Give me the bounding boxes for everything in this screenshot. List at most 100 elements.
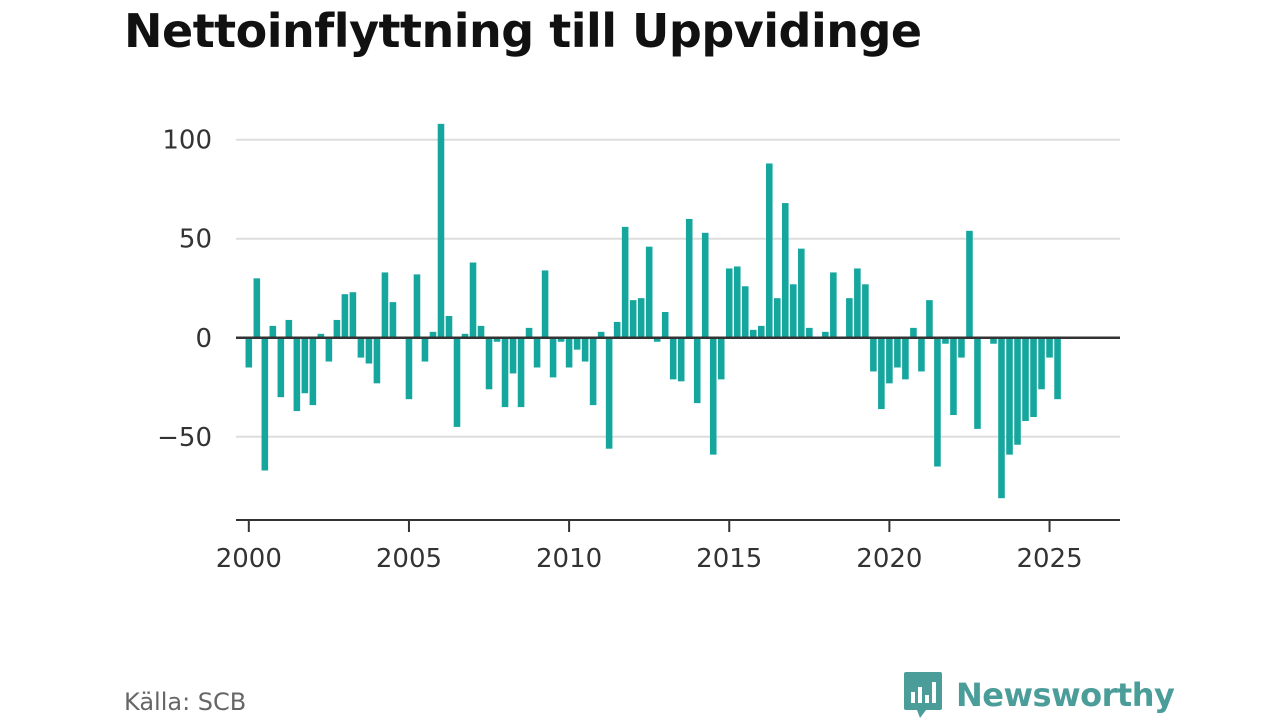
bar (1054, 337, 1061, 400)
bar (437, 123, 445, 338)
bar (549, 337, 557, 378)
bar (245, 337, 253, 368)
bar (373, 337, 381, 384)
bar (1022, 337, 1029, 421)
bar (1038, 337, 1045, 390)
bar (637, 298, 645, 338)
bar (661, 312, 669, 338)
bar (757, 325, 765, 338)
bar (581, 337, 589, 362)
bar (461, 333, 469, 338)
bar (725, 268, 733, 338)
bar (309, 337, 317, 406)
bar (589, 337, 597, 406)
bar (798, 248, 805, 338)
bar (517, 337, 525, 408)
bar (269, 325, 277, 338)
bar (878, 337, 885, 410)
bar (966, 230, 973, 338)
brand-name: Newsworthy (956, 676, 1175, 714)
bar (822, 331, 829, 338)
bar (293, 337, 301, 412)
bar (926, 300, 933, 338)
bar (870, 337, 877, 372)
bar (733, 266, 741, 338)
bar (902, 337, 909, 380)
y-tick-label: 0 (195, 324, 212, 354)
bar (950, 337, 957, 416)
bar (565, 337, 573, 368)
brand-logo[interactable]: Newsworthy (902, 670, 1175, 720)
bars (245, 123, 1061, 499)
newsworthy-logo-icon (904, 672, 942, 718)
source-label: Källa: SCB (124, 688, 247, 716)
bar (333, 319, 341, 338)
bar (573, 337, 581, 350)
bar (317, 333, 325, 338)
bar (413, 274, 421, 338)
bar (301, 337, 309, 394)
bar (533, 337, 541, 368)
bar (830, 272, 837, 338)
bar (709, 337, 717, 455)
bar (645, 246, 653, 338)
bar (285, 319, 293, 338)
bar (766, 163, 773, 338)
bar (429, 331, 437, 338)
bar (605, 337, 613, 449)
bar (325, 337, 333, 362)
bar (477, 325, 485, 338)
bar (854, 268, 861, 338)
bar (790, 284, 797, 338)
bar (597, 331, 605, 338)
bar (557, 337, 565, 342)
bar (349, 292, 357, 338)
bar (1046, 337, 1053, 358)
bar (405, 337, 413, 400)
bar (341, 294, 349, 338)
bar (365, 337, 373, 364)
bar (621, 226, 629, 338)
bar (974, 337, 981, 429)
bar (613, 321, 621, 338)
bar (253, 278, 261, 338)
bar (389, 302, 397, 338)
y-tick-label: 100 (162, 126, 212, 156)
bar (1006, 337, 1013, 455)
y-tick-label: 50 (179, 225, 212, 255)
bar (846, 298, 853, 338)
bar (701, 232, 709, 338)
bar (445, 315, 453, 338)
bar (910, 327, 917, 338)
bar (277, 337, 285, 398)
bar (501, 337, 509, 408)
bar (741, 286, 749, 338)
x-tick-label: 2000 (216, 544, 282, 574)
bar (998, 337, 1005, 499)
bar (509, 337, 517, 374)
bar (629, 300, 637, 338)
bar (774, 298, 781, 338)
bar (934, 337, 941, 467)
bar (357, 337, 365, 358)
bar (485, 337, 493, 390)
chart-title: Nettoinflyttning till Uppvidinge (124, 4, 922, 58)
bar (749, 329, 757, 338)
bar (806, 327, 813, 338)
x-tick-labels: 2000 2005 2010 2015 2020 2025 (216, 544, 1083, 574)
bar (886, 337, 893, 384)
bar (1030, 337, 1037, 418)
y-tick-label: −50 (157, 423, 212, 453)
x-tick-label: 2005 (376, 544, 442, 574)
bar (918, 337, 925, 372)
bar (942, 337, 949, 344)
bar (469, 262, 477, 338)
bar (421, 337, 429, 362)
bar (493, 337, 501, 342)
bar (653, 337, 661, 342)
x-tick-label: 2010 (536, 544, 602, 574)
bar (693, 337, 701, 404)
bar (261, 337, 269, 471)
bar (381, 272, 389, 338)
